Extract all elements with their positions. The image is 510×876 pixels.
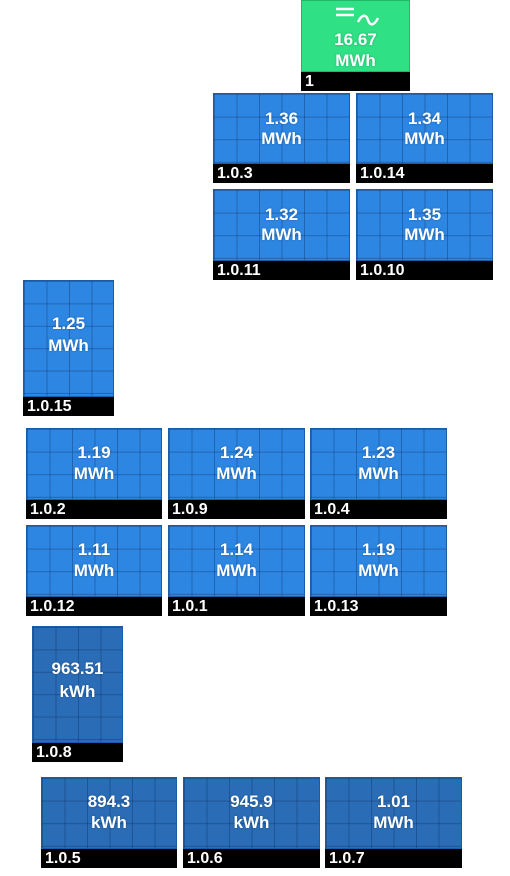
panel-label: 1.0.11: [213, 261, 350, 280]
solar-panel: [356, 93, 493, 164]
inverter-unit: MWh: [335, 51, 376, 70]
panel-tile[interactable]: 1.34 MWh 1.0.14: [356, 93, 493, 183]
panel-unit: MWh: [261, 225, 302, 244]
panel-value: 1.35: [407, 205, 442, 224]
panel-tile[interactable]: 945.9 kWh 1.0.6: [183, 777, 320, 868]
panel-value: 894.3: [87, 792, 131, 811]
panel-tile[interactable]: 1.14 MWh 1.0.1: [168, 525, 305, 616]
panel-value: 1.36: [264, 109, 299, 128]
panel-value: 1.11: [77, 540, 111, 559]
panel-value: 1.34: [407, 109, 442, 128]
panel-unit: MWh: [73, 464, 115, 483]
panel-value: 1.23: [361, 443, 396, 462]
panel-label: 1.0.13: [310, 597, 447, 616]
panel-unit: MWh: [404, 129, 445, 148]
solar-panel: [32, 626, 123, 743]
inverter-label: 1: [301, 72, 410, 91]
panel-value: 1.32: [264, 205, 299, 224]
solar-panel: [26, 428, 162, 500]
panel-value: 963.51: [51, 659, 104, 678]
panel-unit: MWh: [404, 225, 445, 244]
panel-unit: MWh: [261, 129, 302, 148]
solar-panel: [41, 777, 177, 849]
panel-unit: MWh: [73, 561, 115, 580]
panel-label: 1.0.15: [23, 397, 114, 416]
solar-panel: [213, 93, 350, 164]
panel-tile[interactable]: 1.25 MWh 1.0.15: [23, 280, 114, 416]
panel-tile[interactable]: 1.23 MWh 1.0.4: [310, 428, 447, 519]
panel-label: 1.0.10: [356, 261, 493, 280]
panel-value: 1.19: [77, 443, 111, 462]
panel-value: 1.01: [376, 792, 411, 811]
panel-label: 1.0.14: [356, 164, 493, 183]
panel-tile[interactable]: 1.32 MWh 1.0.11: [213, 189, 350, 280]
panel-unit: MWh: [358, 464, 399, 483]
solar-panel: [183, 777, 320, 849]
panel-unit: MWh: [216, 464, 257, 483]
inverter-body: 16.67 MWh: [301, 0, 410, 72]
panel-unit: kWh: [233, 813, 270, 832]
panel-label: 1.0.4: [310, 500, 447, 519]
panel-label: 1.0.8: [32, 743, 123, 762]
panel-value: 1.14: [219, 540, 254, 559]
panel-tile[interactable]: 1.24 MWh 1.0.9: [168, 428, 305, 519]
panel-value: 945.9: [230, 792, 273, 811]
panel-label: 1.0.2: [26, 500, 162, 519]
panel-tile[interactable]: 1.01 MWh 1.0.7: [325, 777, 462, 868]
panel-label: 1.0.7: [325, 849, 462, 868]
panel-label: 1.0.12: [26, 597, 162, 616]
solar-panel: [23, 280, 114, 397]
panel-value: 1.25: [51, 314, 86, 333]
solar-panel: [310, 428, 447, 500]
inverter-value: 16.67: [334, 30, 377, 49]
solar-panel: [356, 189, 493, 261]
panel-unit: MWh: [48, 336, 89, 355]
panel-label: 1.0.1: [168, 597, 305, 616]
panel-unit: kWh: [59, 682, 96, 701]
solar-panel: [325, 777, 462, 849]
panel-label: 1.0.9: [168, 500, 305, 519]
panel-tile[interactable]: 1.36 MWh 1.0.3: [213, 93, 350, 183]
panel-value: 1.24: [219, 443, 254, 462]
panel-tile[interactable]: 963.51 kWh 1.0.8: [32, 626, 123, 762]
panel-tile[interactable]: 894.3 kWh 1.0.5: [41, 777, 177, 868]
solar-panel: [310, 525, 447, 597]
solar-panel: [213, 189, 350, 261]
solar-panel: [26, 525, 162, 597]
panel-unit: MWh: [216, 561, 257, 580]
panel-label: 1.0.5: [41, 849, 177, 868]
panel-tile[interactable]: 1.19 MWh 1.0.2: [26, 428, 162, 519]
panel-unit: MWh: [373, 813, 414, 832]
panel-tile[interactable]: 1.35 MWh 1.0.10: [356, 189, 493, 280]
solar-panel: [168, 525, 305, 597]
panel-unit: MWh: [358, 561, 399, 580]
panel-tile[interactable]: 1.11 MWh 1.0.12: [26, 525, 162, 616]
solar-panel: [168, 428, 305, 500]
panel-value: 1.19: [361, 540, 396, 559]
inverter-tile[interactable]: 16.67 MWh 1: [301, 0, 410, 91]
panel-label: 1.0.6: [183, 849, 320, 868]
panel-unit: kWh: [91, 813, 127, 832]
panel-label: 1.0.3: [213, 164, 350, 183]
panel-tile[interactable]: 1.19 MWh 1.0.13: [310, 525, 447, 616]
inverter-icon: [336, 7, 380, 26]
